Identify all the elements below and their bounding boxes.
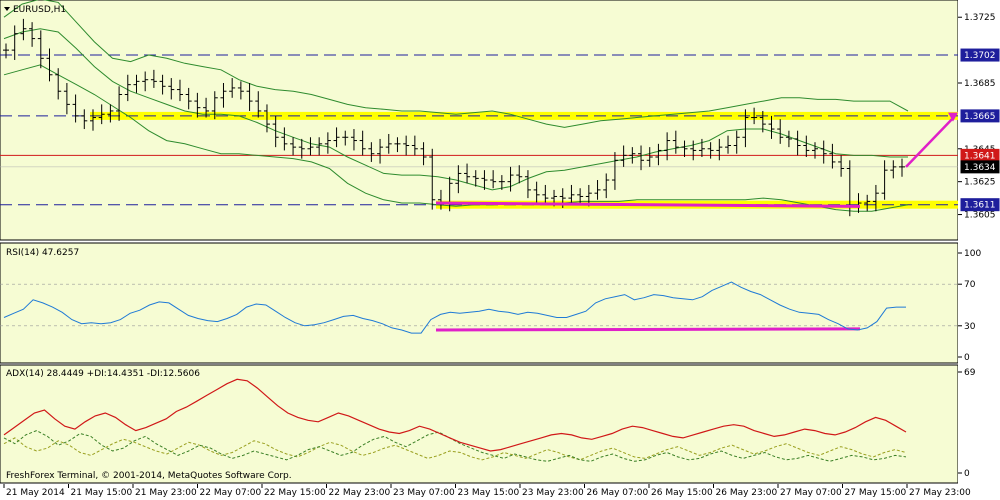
- rsi-tick-label: 0: [964, 353, 970, 363]
- projection-arrow-line: [905, 118, 953, 168]
- rsi-panel[interactable]: [0, 242, 959, 364]
- minus-di-line: [3, 430, 907, 462]
- adx-plot: [3, 378, 907, 462]
- annotations: [435, 112, 958, 332]
- price-label-box: [960, 160, 1000, 174]
- price-label-box: [960, 198, 1000, 212]
- price-label-text: 1.3611: [964, 201, 996, 211]
- price-tick-label: 1.3605: [964, 211, 996, 221]
- time-tick-label: 27 May 23:00: [909, 488, 971, 498]
- copyright-footer: FreshForex Terminal, © 2001-2014, MetaQu…: [6, 471, 292, 481]
- price-tick-label: 1.3625: [964, 178, 996, 188]
- time-tick-label: 21 May 23:00: [135, 488, 197, 498]
- price-labels: 1.3702 1.3665 1.3641 1.3634 1.3611: [960, 48, 1000, 212]
- bollinger-bands: [3, 0, 909, 212]
- plus-di-line: [3, 437, 907, 461]
- symbol-dropdown[interactable]: EURUSD,H1: [4, 5, 66, 15]
- bollinger-lower-line: [3, 64, 909, 212]
- time-tick-label: 21 May 15:00: [71, 488, 133, 498]
- time-tick-label: 22 May 15:00: [264, 488, 326, 498]
- rsi-tick-label: 70: [964, 280, 976, 290]
- price-label-box: [960, 109, 1000, 123]
- price-label-text: 1.3665: [964, 112, 996, 122]
- time-tick-label: 26 May 23:00: [716, 488, 778, 498]
- time-tick-label: 26 May 15:00: [651, 488, 713, 498]
- adx-tick-label: 0: [964, 469, 970, 479]
- price-axis-strip: [958, 0, 1000, 500]
- rsi-line: [3, 281, 906, 334]
- time-tick-label: 23 May 07:00: [393, 488, 455, 498]
- time-tick-label: 26 May 07:00: [587, 488, 649, 498]
- time-tick-label: 27 May 15:00: [845, 488, 907, 498]
- rsi-trendline: [435, 327, 861, 332]
- time-tick-label: 22 May 23:00: [329, 488, 391, 498]
- time-tick-label: 23 May 23:00: [522, 488, 584, 498]
- bollinger-middle-line: [3, 28, 908, 191]
- price-label-box: [960, 48, 1000, 62]
- time-tick-label: 23 May 15:00: [458, 488, 520, 498]
- bollinger-upper-line: [3, 0, 909, 128]
- rsi-panel-title: RSI(14) 47.6257: [6, 248, 79, 258]
- price-tick-label: 1.3685: [964, 79, 996, 89]
- rsi-tick-label: 100: [964, 249, 981, 259]
- time-tick-label: 27 May 07:00: [780, 488, 842, 498]
- adx-line: [3, 378, 907, 452]
- price-label-text: 1.3634: [964, 163, 996, 173]
- adx-panel[interactable]: [0, 364, 959, 484]
- adx-tick-label: 69: [964, 368, 976, 378]
- price-panel[interactable]: [0, 0, 959, 241]
- rsi-plot: [3, 281, 906, 334]
- dropdown-arrow-icon[interactable]: [4, 7, 10, 11]
- time-tick-label: 22 May 07:00: [200, 488, 262, 498]
- adx-panel-title: ADX(14) 28.4449 +DI:14.4351 -DI:12.5606: [6, 369, 200, 379]
- price-tick-label: 1.3725: [964, 13, 996, 23]
- price-panel-title: EURUSD,H1: [13, 5, 66, 15]
- x-axis-ticks: 21 May 2014 21 May 15:00 21 May 23:00 22 Ma…: [3, 484, 971, 498]
- ohlc-bars: [3, 18, 905, 217]
- time-tick-label: 21 May 2014: [6, 488, 65, 498]
- price-label-text: 1.3702: [964, 51, 996, 61]
- price-label-text: 1.3641: [964, 151, 996, 161]
- projection-arrow-head-icon: [948, 112, 958, 122]
- rsi-tick-label: 30: [964, 322, 976, 332]
- support-trendline: [435, 201, 861, 208]
